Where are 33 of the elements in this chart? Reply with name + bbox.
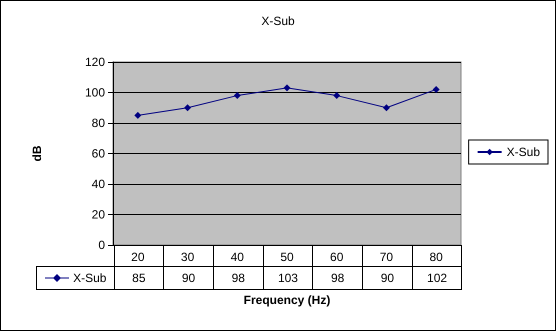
- data-label: 90: [362, 266, 412, 290]
- y-axis-title: dB: [30, 145, 44, 162]
- data-label: 98: [213, 266, 264, 290]
- data-label: 90: [164, 266, 214, 290]
- data-label: 103: [263, 266, 313, 290]
- x-tick-label: 30: [180, 250, 195, 264]
- point: [234, 92, 241, 100]
- text: X-Sub: [73, 271, 106, 285]
- x-tick-label: 50: [280, 250, 294, 264]
- y-tick-label: 0: [98, 238, 106, 252]
- y-tick-label: 40: [92, 177, 106, 191]
- data-label: 102: [412, 266, 462, 290]
- x-tick-label: 80: [429, 250, 444, 264]
- data-label: 85: [114, 266, 164, 290]
- x-axis-title: Frequency (Hz): [244, 293, 330, 307]
- point: [134, 112, 142, 119]
- legend-label: X-Sub: [506, 145, 540, 159]
- point: [382, 104, 390, 112]
- y-tick-label: 20: [92, 208, 106, 222]
- point: [333, 92, 340, 100]
- point: [284, 84, 290, 92]
- y-tick-label: 120: [84, 55, 106, 69]
- chart-title: X-Sub: [261, 14, 295, 28]
- y-tick-label: 60: [92, 146, 106, 160]
- point: [432, 86, 440, 93]
- x-tick-label: 40: [230, 250, 244, 264]
- x-tick-label: 60: [330, 250, 344, 264]
- x-tick-label: 20: [131, 250, 145, 264]
- point: [184, 104, 192, 112]
- y-tick-label: 100: [84, 86, 106, 100]
- x-tick-label: 70: [380, 250, 394, 264]
- y-tick-label: 80: [92, 116, 106, 130]
- data-label: 98: [312, 266, 363, 290]
